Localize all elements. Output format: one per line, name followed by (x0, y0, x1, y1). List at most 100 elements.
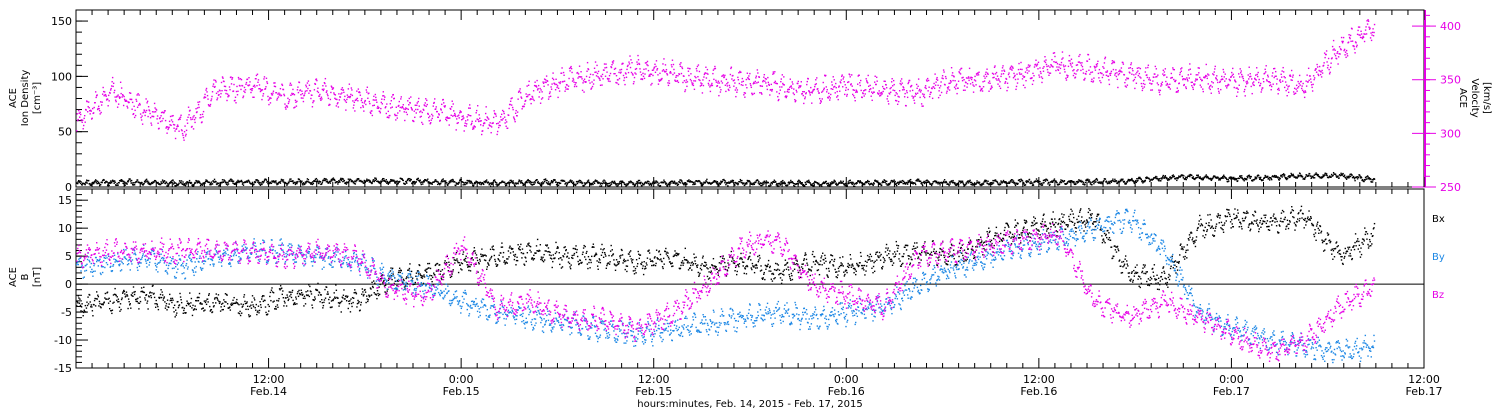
velocity-point (340, 88, 343, 91)
velocity-point (1093, 65, 1096, 68)
density-point (666, 185, 669, 187)
density-point (374, 179, 377, 182)
density-point (613, 182, 615, 185)
velocity-point (1290, 79, 1292, 81)
velocity-point (819, 102, 821, 105)
density-point (1111, 179, 1114, 182)
velocity-point (653, 66, 656, 68)
velocity-point (795, 89, 797, 92)
velocity-point (370, 112, 372, 115)
velocity-point (511, 97, 513, 99)
velocity-point (1024, 71, 1027, 73)
velocity-point (970, 76, 972, 78)
velocity-point (97, 105, 100, 108)
velocity-point (1276, 88, 1279, 91)
density-point (961, 181, 963, 183)
density-point (448, 182, 450, 185)
density-point (693, 182, 695, 185)
velocity-point (372, 104, 374, 107)
velocity-point (926, 77, 929, 80)
velocity-point (1090, 80, 1093, 83)
density-point (319, 181, 322, 183)
velocity-point (296, 89, 299, 91)
velocity-point (361, 101, 364, 104)
velocity-point (483, 122, 486, 124)
velocity-point (937, 96, 940, 99)
density-point (97, 181, 100, 184)
density-point (825, 180, 827, 183)
velocity-point (1346, 53, 1348, 55)
velocity-point (366, 91, 368, 93)
velocity-point (672, 73, 674, 76)
density-point (1092, 180, 1095, 183)
velocity-point (648, 75, 650, 77)
velocity-point (912, 97, 914, 99)
velocity-point (1361, 36, 1363, 39)
velocity-point (1273, 76, 1275, 79)
velocity-point (1339, 53, 1341, 55)
velocity-point (602, 78, 604, 80)
velocity-point (1332, 49, 1334, 51)
density-point (195, 180, 198, 182)
density-point (1048, 184, 1051, 187)
density-point (121, 180, 124, 182)
velocity-point (837, 98, 839, 101)
velocity-point (291, 92, 293, 95)
velocity-point (524, 100, 526, 102)
velocity-point (450, 114, 452, 117)
density-point (302, 184, 304, 186)
velocity-point (979, 86, 981, 88)
velocity-point (1037, 68, 1039, 70)
density-point (600, 185, 603, 187)
density-point (329, 180, 331, 183)
density-point (924, 181, 927, 184)
velocity-point (1279, 79, 1281, 81)
velocity-point (182, 137, 185, 139)
density-point (240, 179, 243, 182)
density-point (689, 181, 691, 183)
velocity-point (635, 73, 637, 75)
velocity-point (899, 82, 901, 85)
density-point (254, 180, 256, 183)
velocity-point (577, 73, 580, 75)
density-point (985, 180, 988, 182)
density-point (1216, 177, 1218, 179)
velocity-point (1017, 78, 1019, 80)
density-point (266, 180, 269, 183)
density-point (1201, 179, 1203, 181)
velocity-point (908, 79, 911, 82)
velocity-point (1256, 67, 1258, 69)
density-point (734, 184, 736, 186)
velocity-point (1230, 76, 1232, 78)
density-point (1204, 176, 1206, 179)
density-point (599, 185, 601, 187)
density-point (108, 184, 110, 187)
velocity-point (965, 77, 968, 79)
density-point (1001, 182, 1003, 184)
density-point (757, 182, 760, 184)
density-point (511, 182, 514, 184)
density-point (254, 181, 257, 184)
velocity-point (1027, 66, 1029, 69)
velocity-point (1172, 68, 1175, 71)
density-point (606, 184, 608, 186)
density-point (827, 184, 829, 187)
density-point (787, 184, 789, 186)
velocity-point (109, 89, 112, 91)
density-point (148, 182, 151, 185)
velocity-point (425, 98, 427, 100)
velocity-point (615, 74, 618, 77)
velocity-point (795, 100, 797, 102)
density-point (1179, 176, 1182, 178)
velocity-point (1287, 91, 1290, 94)
velocity-point (1330, 62, 1332, 64)
velocity-point (1363, 40, 1366, 43)
velocity-point (500, 113, 503, 116)
velocity-point (354, 110, 356, 112)
velocity-point (1127, 77, 1130, 80)
velocity-point (1212, 73, 1214, 75)
velocity-point (197, 103, 200, 106)
velocity-point (110, 85, 113, 87)
velocity-point (1323, 62, 1325, 64)
velocity-point (252, 85, 255, 87)
